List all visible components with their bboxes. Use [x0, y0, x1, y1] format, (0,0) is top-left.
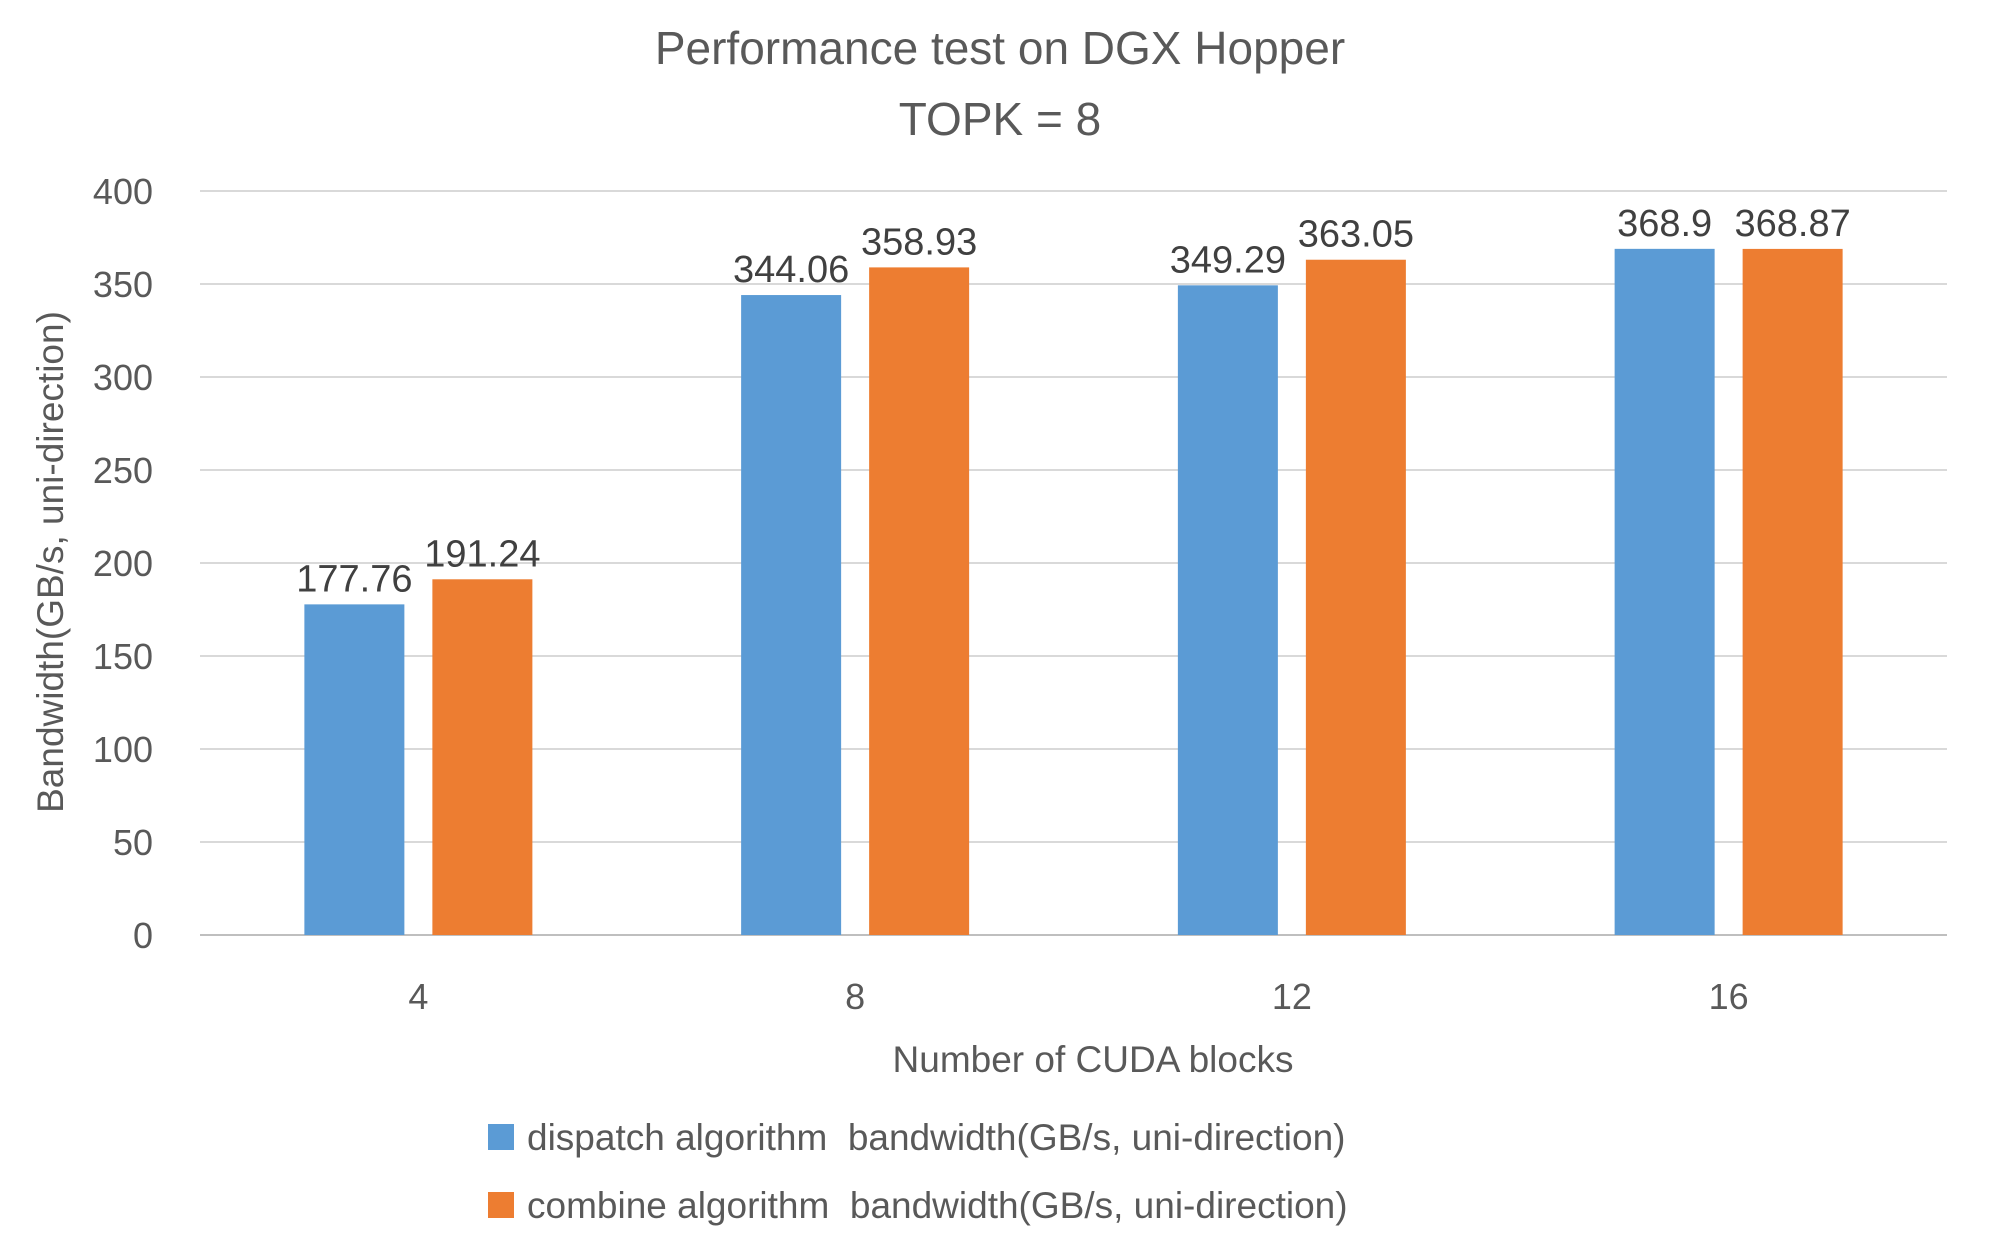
data-label: 177.76 — [296, 558, 412, 600]
bar-combine — [1305, 259, 1406, 935]
data-label: 191.24 — [424, 533, 540, 575]
legend-swatch — [488, 1192, 514, 1218]
legend-label: dispatch algorithm bandwidth(GB/s, uni-d… — [527, 1117, 1346, 1158]
x-tick-label: 12 — [1272, 976, 1312, 1017]
bar-dispatch — [304, 604, 405, 935]
y-tick-label: 400 — [93, 171, 153, 212]
data-label: 368.87 — [1735, 203, 1851, 245]
data-label: 363.05 — [1298, 214, 1414, 256]
bar-combine — [1742, 248, 1843, 935]
bar-dispatch — [1177, 285, 1278, 936]
x-tick-label: 4 — [408, 976, 428, 1017]
chart-subtitle: TOPK = 8 — [899, 93, 1101, 145]
x-axis-title: Number of CUDA blocks — [893, 1039, 1294, 1080]
x-tick-label: 16 — [1709, 976, 1749, 1017]
data-label: 368.9 — [1617, 203, 1712, 245]
data-label: 349.29 — [1170, 239, 1286, 281]
bar-dispatch — [741, 295, 842, 935]
y-tick-label: 0 — [133, 915, 153, 956]
x-tick-label: 8 — [845, 976, 865, 1017]
bar-combine — [869, 267, 970, 935]
y-tick-label: 200 — [93, 543, 153, 584]
y-tick-label: 150 — [93, 636, 153, 677]
y-tick-label: 50 — [113, 822, 153, 863]
legend: dispatch algorithm bandwidth(GB/s, uni-d… — [488, 1117, 1348, 1226]
y-axis-title: Bandwidth(GB/s, uni-direction) — [30, 311, 71, 813]
bar-combine — [432, 579, 533, 935]
y-tick-label: 350 — [93, 264, 153, 305]
y-tick-label: 300 — [93, 357, 153, 398]
y-tick-label: 100 — [93, 729, 153, 770]
bar-dispatch — [1614, 248, 1715, 935]
legend-swatch — [488, 1124, 514, 1150]
data-label: 344.06 — [733, 249, 849, 291]
chart-title: Performance test on DGX Hopper — [655, 22, 1345, 74]
y-tick-label: 250 — [93, 450, 153, 491]
legend-label: combine algorithm bandwidth(GB/s, uni-di… — [527, 1185, 1348, 1226]
data-label: 358.93 — [861, 221, 977, 263]
